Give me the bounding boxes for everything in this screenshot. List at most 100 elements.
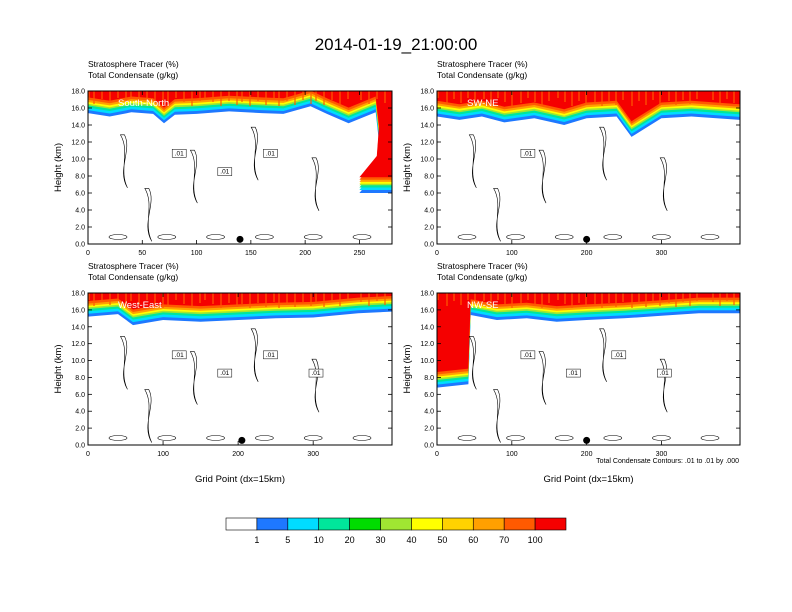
- colorbar-label: 100: [528, 535, 543, 545]
- tracer-streak: [310, 293, 312, 306]
- tracer-streak: [101, 293, 103, 301]
- tracer-streak: [191, 293, 193, 308]
- condensate-contour: [700, 435, 720, 441]
- tracer-streak: [257, 91, 259, 101]
- tracer-streak: [631, 293, 633, 308]
- tracer-streak: [696, 293, 698, 301]
- location-marker: [583, 235, 591, 243]
- x-tick-label: 0: [86, 250, 90, 257]
- condensate-contour: [189, 351, 198, 405]
- contour-label: .01: [266, 352, 275, 359]
- tracer-streak: [278, 293, 280, 308]
- tracer-streak: [146, 91, 148, 98]
- colorbar-swatch: [287, 517, 320, 531]
- tracer-streak: [585, 91, 587, 105]
- tracer-streak: [278, 91, 280, 106]
- tracer-streak: [719, 293, 721, 306]
- tracer-streak: [154, 293, 156, 304]
- tracer-streak: [483, 293, 485, 301]
- y-tick-label: 0.0: [75, 242, 85, 249]
- x-tick-label: 250: [354, 250, 366, 257]
- colorbar-swatch: [503, 517, 536, 531]
- contour-label-box: [520, 149, 536, 158]
- tracer-streak: [608, 293, 610, 303]
- tracer-streak: [347, 91, 349, 99]
- contour-label: .01: [311, 370, 320, 377]
- condensate-contour: [538, 351, 547, 405]
- condensate-contour: [255, 435, 274, 441]
- colorbar-swatch: [380, 517, 412, 531]
- tracer-streak: [191, 91, 193, 106]
- section-label: West-East: [118, 300, 162, 311]
- tracer-streak: [474, 91, 476, 102]
- tracer-streak: [154, 91, 156, 102]
- field-label: Stratosphere Tracer (%): [437, 59, 528, 69]
- panel-plot: .01 .01 .01: [88, 91, 392, 244]
- section-label: NW-SE: [467, 300, 499, 311]
- tracer-streak: [601, 91, 603, 106]
- tracer-streak: [93, 91, 95, 104]
- tracer-streak: [175, 293, 177, 300]
- tracer-streak: [339, 91, 341, 104]
- tracer-streak: [520, 293, 522, 305]
- x-tick-label: 0: [435, 451, 439, 458]
- tracer-streak: [162, 293, 164, 308]
- tracer-streak: [564, 91, 566, 102]
- tracer-streak: [527, 293, 529, 300]
- tracer-streak: [323, 293, 325, 307]
- condensate-contour: [468, 134, 477, 189]
- x-tick-label: 150: [245, 250, 257, 257]
- panels: Stratosphere Tracer (%)Total Condensate …: [53, 59, 741, 485]
- colorbar-swatch: [472, 517, 505, 531]
- x-tick-label: 200: [232, 451, 244, 458]
- contour-label: .01: [220, 370, 229, 377]
- tracer-streak: [384, 293, 386, 305]
- tracer-streak: [199, 91, 201, 101]
- tracer-streak: [615, 293, 617, 307]
- condensate-contour: [352, 234, 372, 240]
- tracer-streak: [101, 91, 103, 99]
- tracer-streak: [608, 91, 610, 101]
- tracer-streak: [220, 293, 222, 308]
- tracer-streak: [712, 91, 714, 100]
- y-tick-label: 10.0: [71, 157, 85, 164]
- tracer-streak: [446, 91, 448, 104]
- field-label: Total Condensate (g/kg): [88, 272, 178, 282]
- tracer-streak: [675, 293, 677, 307]
- tracer-streak: [125, 91, 127, 102]
- tracer-band-1: [437, 293, 740, 385]
- tracer-streak: [645, 293, 647, 307]
- condensate-contour: [311, 157, 320, 211]
- tracer-streak: [578, 91, 580, 101]
- contour-label: .01: [175, 352, 184, 359]
- panel-plot: .01 .01 .01 .01: [437, 293, 740, 445]
- tracer-streak: [689, 293, 691, 306]
- tracer-streak: [138, 293, 140, 305]
- tracer-streak: [511, 91, 513, 106]
- tracer-streak: [557, 293, 559, 300]
- tracer-streak: [497, 91, 499, 98]
- y-tick-label: 14.0: [71, 123, 85, 130]
- field-label: Total Condensate (g/kg): [437, 272, 527, 282]
- y-tick-label: 0.0: [424, 242, 434, 249]
- tracer-streak: [265, 91, 267, 105]
- tracer-streak: [331, 91, 333, 100]
- y-tick-label: 2.0: [75, 225, 85, 232]
- y-tick-label: 6.0: [75, 392, 85, 399]
- field-label: Stratosphere Tracer (%): [437, 261, 528, 271]
- tracer-streak: [659, 91, 661, 104]
- y-tick-label: 10.0: [420, 157, 434, 164]
- y-tick-label: 4.0: [75, 208, 85, 215]
- tracer-streak: [585, 293, 587, 307]
- tracer-streak: [310, 91, 312, 104]
- tracer-streak: [520, 91, 522, 103]
- plot-frame: [87, 292, 393, 446]
- x-tick-label: 200: [299, 250, 311, 257]
- y-tick-label: 4.0: [424, 409, 434, 416]
- y-tick-label: 0.0: [75, 443, 85, 450]
- tracer-streak: [125, 293, 127, 304]
- condensate-contour: [206, 435, 225, 441]
- tracer-streak: [265, 293, 267, 307]
- y-tick-label: 12.0: [420, 341, 434, 348]
- location-marker: [583, 436, 591, 444]
